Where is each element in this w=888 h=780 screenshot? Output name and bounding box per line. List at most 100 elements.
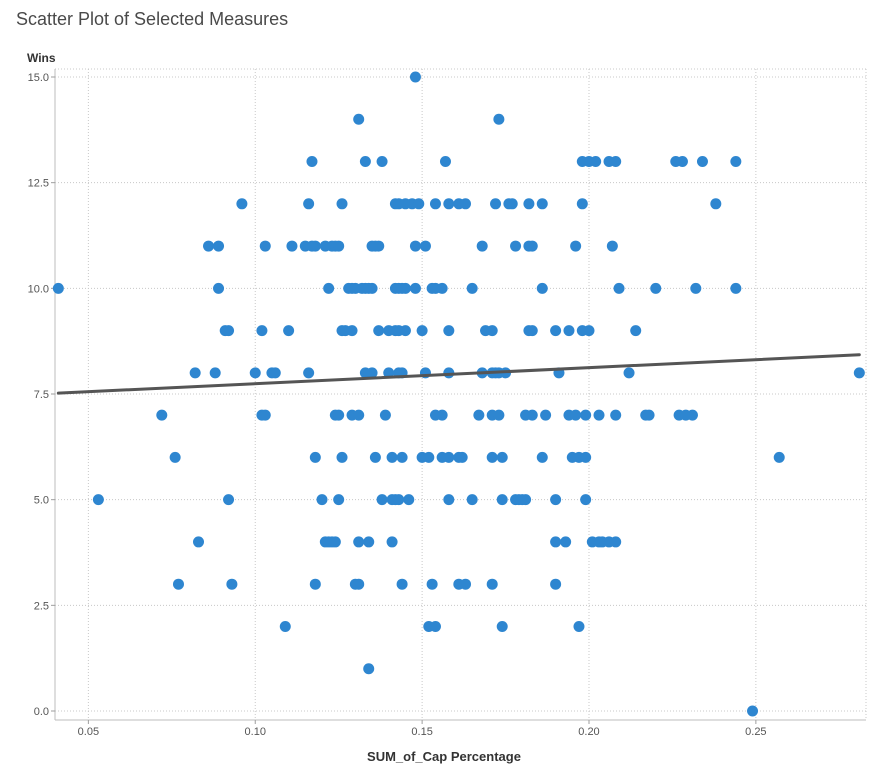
data-point[interactable] <box>550 536 562 548</box>
data-point[interactable] <box>379 409 391 421</box>
data-point[interactable] <box>443 325 455 337</box>
data-point[interactable] <box>520 494 532 506</box>
data-point[interactable] <box>443 198 455 210</box>
data-point[interactable] <box>353 536 365 548</box>
data-point[interactable] <box>52 282 64 294</box>
data-point[interactable] <box>610 536 622 548</box>
data-point[interactable] <box>306 156 318 168</box>
data-point[interactable] <box>583 325 595 337</box>
data-point[interactable] <box>409 71 421 83</box>
data-point[interactable] <box>506 198 518 210</box>
data-point[interactable] <box>259 409 271 421</box>
data-point[interactable] <box>169 451 181 463</box>
data-point[interactable] <box>606 240 618 252</box>
data-point[interactable] <box>333 240 345 252</box>
data-point[interactable] <box>359 156 371 168</box>
data-point[interactable] <box>376 494 388 506</box>
data-point[interactable] <box>203 240 215 252</box>
data-point[interactable] <box>399 325 411 337</box>
data-point[interactable] <box>309 578 321 590</box>
data-point[interactable] <box>573 620 585 632</box>
data-point[interactable] <box>333 409 345 421</box>
data-point[interactable] <box>223 325 235 337</box>
data-point[interactable] <box>399 282 411 294</box>
data-point[interactable] <box>429 620 441 632</box>
data-point[interactable] <box>309 451 321 463</box>
data-point[interactable] <box>643 409 655 421</box>
data-point[interactable] <box>550 494 562 506</box>
data-point[interactable] <box>623 367 635 379</box>
data-point[interactable] <box>386 536 398 548</box>
data-point[interactable] <box>496 451 508 463</box>
data-point[interactable] <box>383 367 395 379</box>
data-point[interactable] <box>429 198 441 210</box>
data-point[interactable] <box>303 367 315 379</box>
data-point[interactable] <box>710 198 722 210</box>
data-point[interactable] <box>773 451 785 463</box>
data-point[interactable] <box>436 282 448 294</box>
data-point[interactable] <box>423 451 435 463</box>
data-point[interactable] <box>413 198 425 210</box>
data-point[interactable] <box>279 620 291 632</box>
data-point[interactable] <box>249 367 261 379</box>
data-point[interactable] <box>526 325 538 337</box>
data-point[interactable] <box>172 578 184 590</box>
data-point[interactable] <box>730 282 742 294</box>
data-point[interactable] <box>696 156 708 168</box>
data-point[interactable] <box>333 494 345 506</box>
data-point[interactable] <box>366 282 378 294</box>
data-point[interactable] <box>580 409 592 421</box>
data-point[interactable] <box>510 240 522 252</box>
data-point[interactable] <box>476 240 488 252</box>
data-point[interactable] <box>496 620 508 632</box>
data-point[interactable] <box>309 240 321 252</box>
data-point[interactable] <box>490 198 502 210</box>
data-point[interactable] <box>353 113 365 125</box>
data-point[interactable] <box>373 325 385 337</box>
data-point[interactable] <box>563 325 575 337</box>
data-point[interactable] <box>560 536 572 548</box>
data-point[interactable] <box>526 240 538 252</box>
data-point[interactable] <box>676 156 688 168</box>
data-point[interactable] <box>536 282 548 294</box>
data-point[interactable] <box>580 451 592 463</box>
data-point[interactable] <box>486 578 498 590</box>
data-point[interactable] <box>460 198 472 210</box>
data-point[interactable] <box>650 282 662 294</box>
data-point[interactable] <box>466 282 478 294</box>
data-point[interactable] <box>403 494 415 506</box>
data-point[interactable] <box>323 282 335 294</box>
data-point[interactable] <box>590 156 602 168</box>
data-point[interactable] <box>493 113 505 125</box>
data-point[interactable] <box>496 494 508 506</box>
data-point[interactable] <box>393 494 405 506</box>
data-point[interactable] <box>493 409 505 421</box>
data-point[interactable] <box>550 578 562 590</box>
data-point[interactable] <box>473 409 485 421</box>
data-point[interactable] <box>550 325 562 337</box>
data-point[interactable] <box>226 578 238 590</box>
data-point[interactable] <box>336 451 348 463</box>
data-point[interactable] <box>316 494 328 506</box>
data-point[interactable] <box>747 705 759 717</box>
data-point[interactable] <box>419 240 431 252</box>
data-point[interactable] <box>416 325 428 337</box>
data-point[interactable] <box>466 494 478 506</box>
data-point[interactable] <box>580 494 592 506</box>
data-point[interactable] <box>730 156 742 168</box>
data-point[interactable] <box>443 451 455 463</box>
data-point[interactable] <box>630 325 642 337</box>
data-point[interactable] <box>286 240 298 252</box>
data-point[interactable] <box>376 156 388 168</box>
data-point[interactable] <box>269 367 281 379</box>
data-point[interactable] <box>396 578 408 590</box>
data-point[interactable] <box>256 325 268 337</box>
data-point[interactable] <box>386 451 398 463</box>
data-point[interactable] <box>610 409 622 421</box>
data-point[interactable] <box>363 536 375 548</box>
data-point[interactable] <box>570 409 582 421</box>
data-point[interactable] <box>259 240 271 252</box>
data-point[interactable] <box>409 240 421 252</box>
data-point[interactable] <box>536 451 548 463</box>
data-point[interactable] <box>366 367 378 379</box>
